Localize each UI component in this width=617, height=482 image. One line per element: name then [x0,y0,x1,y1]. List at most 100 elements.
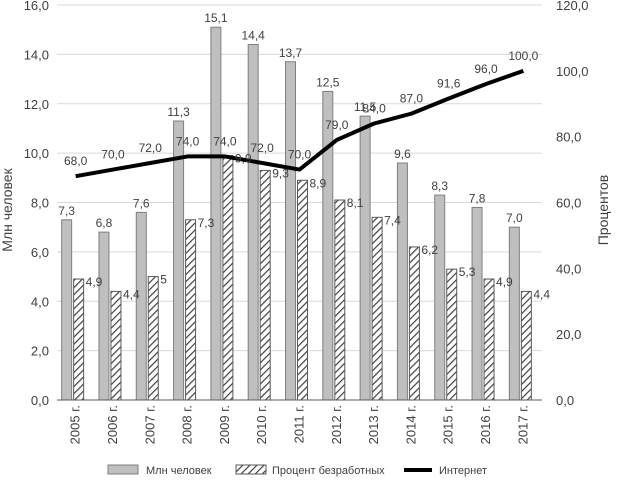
legend-label-internet: Интернет [439,465,487,477]
y2-tick-label: 80,0 [556,130,581,145]
internet-point-label: 72,0 [139,141,163,155]
bar-mln-people-label: 7,0 [506,211,523,225]
internet-point-label: 100,0 [508,49,538,63]
bar-mln-people [285,61,296,401]
internet-point-label: 70,0 [288,148,312,162]
x-tick-label: 2008 г. [180,405,195,444]
y-tick-label: 14,0 [24,47,49,62]
bar-unemployment-rate [297,179,308,401]
bar-mln-people-label: 8,3 [431,179,448,193]
bar-unemployment-rate [334,199,346,401]
x-tick-label: 2007 г. [142,405,157,444]
internet-point-label: 91,6 [437,76,461,90]
bar-unemployment-rate-label: 8,1 [347,196,364,210]
internet-point-label: 74,0 [176,134,200,148]
x-tick-label: 2013 г. [366,405,381,444]
legend: Млн человек Процент безработных Интернет [107,464,487,477]
internet-point-label: 74,0 [213,134,237,148]
bar-unemployment-rate [520,290,532,401]
bar-unemployment-rate-label: 4,9 [496,275,513,289]
bar-mln-people [471,206,483,401]
bar-unemployment-rate-label: 7,3 [198,216,215,230]
data-labels: 7,3 4,9 6,8 4,4 7,6 5 11,3 7,3 15,1 9,9 14,4 9,3 13,… [58,11,550,301]
legend-label-mln-people: Млн человек [146,465,212,477]
y-tick-label: 2,0 [31,344,49,359]
bar-unemployment-rate [110,290,122,401]
bar-mln-people-label: 7,3 [58,204,75,218]
y2-tick-label: 60,0 [556,196,581,211]
bar-mln-people-label: 6,8 [96,216,113,230]
bar-unemployment-rate-label: 4,4 [533,287,550,301]
bar-unemployment-rate [483,278,495,401]
bar-mln-people [173,120,185,401]
bar-unemployment-rate-label: 7,4 [384,213,401,227]
y2-tick-label: 0,0 [556,393,574,408]
bar-unemployment-rate-label: 5,3 [459,265,476,279]
bar-unemployment-rate-label: 8,9 [310,176,327,190]
bar-mln-people [396,162,408,401]
x-tick-label: 2011 г. [292,405,307,443]
x-tick-label: 2005 г. [68,405,83,444]
x-tick-label: 2017 г. [515,405,530,444]
bar-unemployment-rate-label: 6,2 [421,243,438,257]
bars [61,26,532,401]
bar-unemployment-rate [446,268,458,401]
x-tick-label: 2006 г. [105,405,120,444]
bar-mln-people-label: 14,4 [242,29,266,43]
x-tick-label: 2010 г. [254,405,269,444]
bar-unemployment-rate-label: 4,4 [123,287,140,301]
bar-unemployment-rate [371,216,383,401]
legend-swatch-mln-people [107,464,139,475]
bar-mln-people [210,26,222,401]
x-tick-label: 2014 г. [403,405,418,444]
x-tick-label: 2015 г. [441,405,456,444]
y-tick-label: 16,0 [24,0,49,13]
bar-unemployment-rate [259,169,271,401]
bar-unemployment-rate [73,278,85,401]
internet-point-label: 79,0 [325,118,349,132]
y2-tick-label: 20,0 [556,327,581,342]
y-axis-title: Млн человек [0,167,15,251]
internet-line-layer [75,68,525,179]
x-tick-label: 2012 г. [329,405,344,444]
internet-point-label: 68,0 [64,154,88,168]
bar-mln-people-label: 12,5 [316,75,340,89]
bar-mln-people [508,226,520,401]
bar-unemployment-rate-label: 9,9 [235,152,252,166]
bar-mln-people-label: 11,3 [167,105,190,119]
bar-mln-people [322,90,334,401]
internet-line [75,68,525,179]
y-tick-label: 0,0 [31,393,49,408]
legend-label-unemployment-rate: Процент безработных [272,465,385,477]
y2-tick-label: 40,0 [556,261,581,276]
y2-tick-label: 120,0 [556,0,589,13]
bar-mln-people-label: 11,5 [354,100,377,114]
y-tick-label: 10,0 [24,146,49,161]
bar-unemployment-rate [185,219,197,401]
bar-unemployment-rate [147,276,159,401]
bar-mln-people [61,219,73,401]
internet-point-label: 96,0 [474,62,498,76]
y-tick-label: 4,0 [31,294,49,309]
bar-unemployment-rate [408,246,420,401]
bar-mln-people-label: 15,1 [204,11,228,25]
bar-mln-people [434,194,446,401]
bar-mln-people [98,231,110,401]
bar-mln-people-label: 9,6 [394,147,411,161]
x-tick-label: 2016 г. [478,405,493,444]
bar-unemployment-rate-label: 9,3 [272,166,289,180]
y2-axis-title: Процентов [595,175,611,246]
bar-unemployment-rate [222,155,234,401]
y2-tick-label: 100,0 [556,64,589,79]
axes: 0,0 2,0 4,0 6,0 8,0 10,0 12,0 14,0 16,0 0,0 20,0 40… [0,0,611,444]
internet-point-label: 84,0 [362,102,386,116]
y-tick-label: 6,0 [31,245,49,260]
internet-point-label: 70,0 [101,148,125,162]
bar-unemployment-rate-label: 4,9 [86,275,103,289]
bar-mln-people-label: 7,6 [133,196,150,210]
internet-point-label: 72,0 [251,141,275,155]
bar-mln-people [135,211,147,401]
bar-mln-people [247,44,259,401]
bar-unemployment-rate-label: 5 [160,273,167,287]
